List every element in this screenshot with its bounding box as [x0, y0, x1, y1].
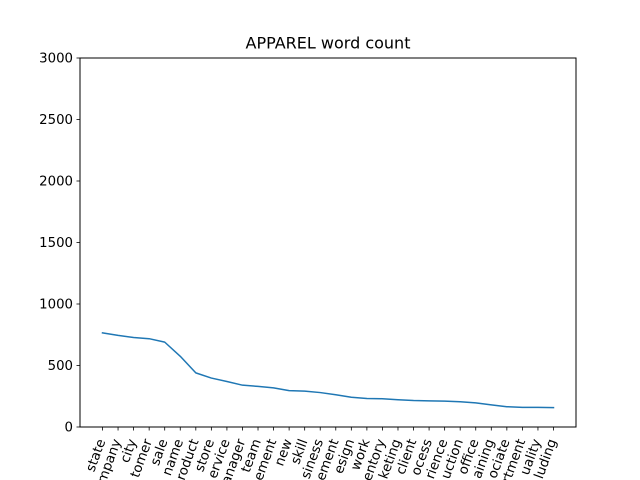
series-line	[101, 332, 555, 409]
y-tick-label: 2000	[39, 175, 73, 190]
x-axis: statempanycitytomersalenameroductstoreer…	[84, 427, 560, 480]
plot-frame	[79, 57, 577, 428]
y-tick-label: 2500	[39, 113, 73, 128]
chart-title: APPAREL word count	[246, 34, 411, 53]
y-tick-label: 3000	[39, 52, 73, 67]
y-tick-label: 1000	[39, 298, 73, 313]
y-tick-label: 1500	[39, 236, 73, 251]
y-tick-label: 0	[65, 421, 73, 436]
y-axis: 0 500 1000 1500 2000 2500 3000	[39, 52, 80, 436]
y-tick-label: 500	[48, 359, 73, 374]
